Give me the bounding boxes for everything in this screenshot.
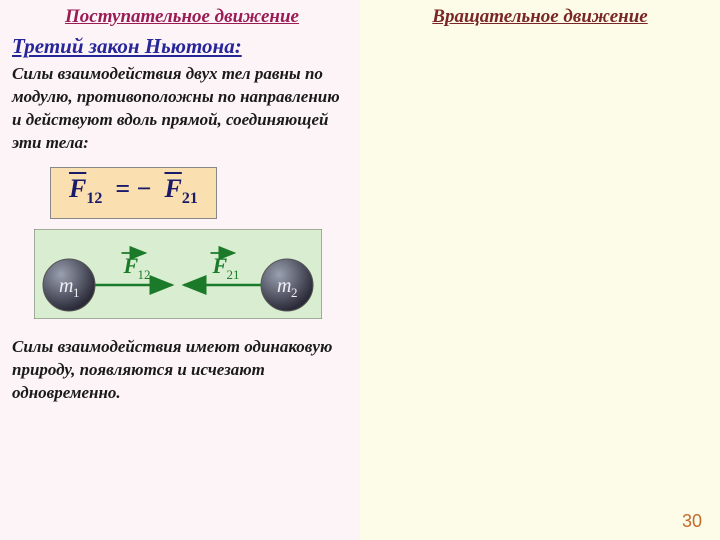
law-title: Третий закон Ньютона: [12, 34, 352, 59]
law-description: Силы взаимодействия двух тел равны по мо… [12, 63, 352, 155]
right-column-header: Вращательное движение [370, 6, 710, 28]
formula-rhs-base: F [164, 174, 181, 203]
formula-lhs-base: F [69, 174, 86, 203]
page-number: 30 [682, 511, 702, 532]
conclusion-text: Силы взаимодействия имеют одинаковую при… [12, 336, 352, 405]
left-column: Поступательное движение Третий закон Нью… [0, 0, 360, 540]
svg-text:2: 2 [291, 285, 298, 300]
slide: Поступательное движение Третий закон Нью… [0, 0, 720, 540]
right-column: Вращательное движение 30 [360, 0, 720, 540]
interaction-diagram: m1m2F12F21 [34, 229, 352, 324]
left-column-header: Поступательное движение [12, 6, 352, 28]
svg-text:F: F [212, 253, 228, 278]
formula-op: = − [115, 174, 151, 203]
diagram-svg: m1m2F12F21 [34, 229, 322, 319]
svg-text:21: 21 [227, 267, 240, 282]
svg-text:12: 12 [138, 267, 151, 282]
svg-text:m: m [59, 275, 73, 297]
svg-text:1: 1 [73, 285, 80, 300]
formula-box: F12 = − F21 [50, 167, 217, 219]
svg-text:F: F [123, 253, 139, 278]
formula-rhs-sub: 21 [182, 190, 198, 207]
formula-lhs-sub: 12 [86, 190, 102, 207]
svg-text:m: m [277, 275, 291, 297]
